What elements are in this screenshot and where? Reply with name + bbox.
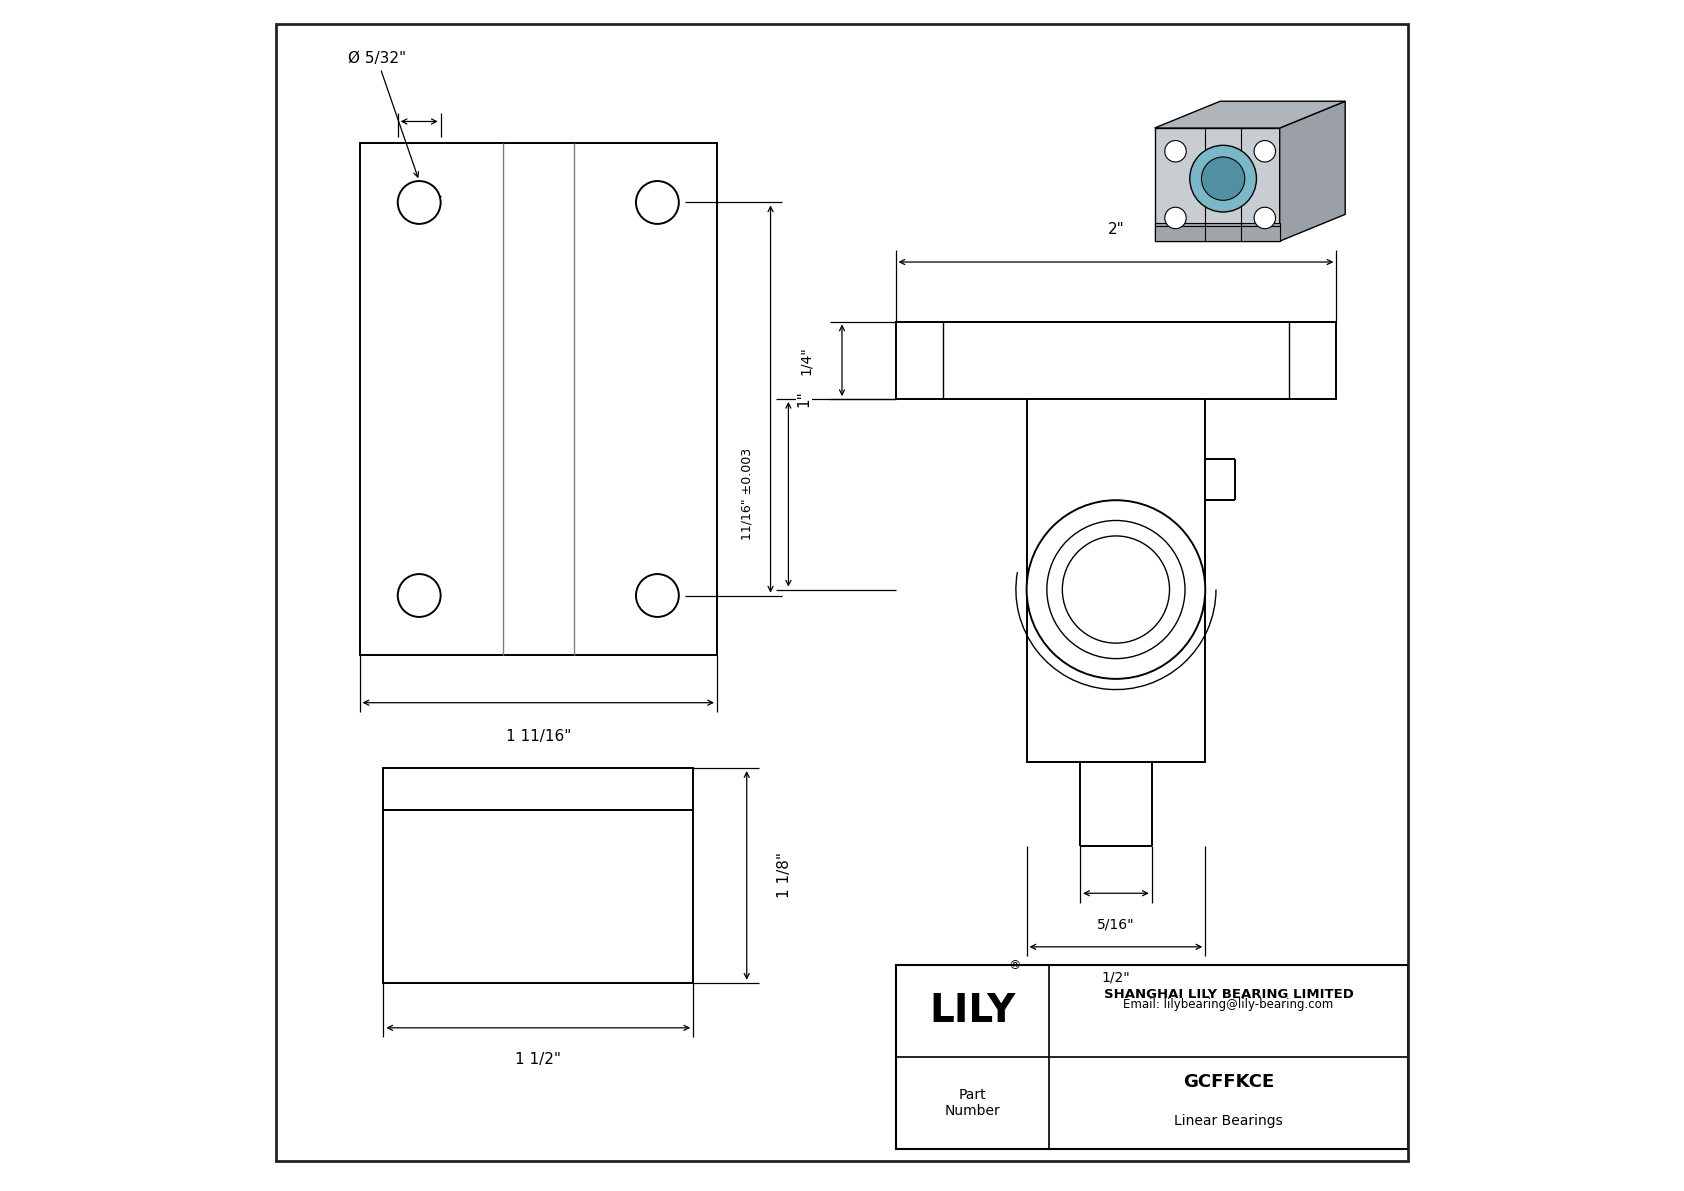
- Text: 1/2": 1/2": [1101, 971, 1130, 985]
- Bar: [360, 143, 717, 655]
- Circle shape: [1027, 500, 1206, 679]
- Text: GCFFKCE: GCFFKCE: [1182, 1073, 1275, 1091]
- Text: 1 11/16": 1 11/16": [505, 729, 571, 743]
- Circle shape: [1255, 141, 1275, 162]
- Text: LILY: LILY: [930, 992, 1015, 1030]
- Bar: [896, 965, 1408, 1149]
- Text: SHANGHAI LILY BEARING LIMITED: SHANGHAI LILY BEARING LIMITED: [1103, 989, 1354, 1000]
- Circle shape: [1063, 536, 1169, 643]
- Bar: [1027, 399, 1206, 762]
- Text: Linear Bearings: Linear Bearings: [1174, 1114, 1283, 1128]
- Text: Email: lilybearing@lily-bearing.com: Email: lilybearing@lily-bearing.com: [1123, 998, 1334, 1011]
- Text: 11/16" ±0.003: 11/16" ±0.003: [741, 448, 753, 541]
- Text: Ø 5/32": Ø 5/32": [347, 50, 419, 177]
- Polygon shape: [1155, 129, 1280, 241]
- Text: 1 1/2": 1 1/2": [515, 1053, 561, 1067]
- Text: 2": 2": [1108, 223, 1125, 237]
- Text: Part
Number: Part Number: [945, 1089, 1000, 1118]
- Text: ®: ®: [1007, 959, 1021, 972]
- Circle shape: [637, 181, 679, 224]
- Circle shape: [397, 574, 441, 617]
- Text: 1/4": 1/4": [800, 345, 813, 375]
- Bar: [384, 768, 694, 983]
- Text: 1": 1": [797, 391, 812, 407]
- Circle shape: [1191, 145, 1256, 212]
- Polygon shape: [1155, 101, 1346, 129]
- Circle shape: [637, 574, 679, 617]
- Polygon shape: [1280, 101, 1346, 241]
- Bar: [896, 322, 1337, 399]
- Circle shape: [1255, 207, 1275, 229]
- Circle shape: [397, 181, 441, 224]
- Text: 5/16": 5/16": [1096, 917, 1135, 931]
- Circle shape: [1047, 520, 1186, 659]
- Polygon shape: [1280, 101, 1346, 129]
- Text: 1 1/8": 1 1/8": [778, 853, 793, 898]
- Circle shape: [1165, 207, 1186, 229]
- Bar: [1155, 224, 1280, 241]
- Circle shape: [1165, 141, 1186, 162]
- Circle shape: [1201, 157, 1244, 200]
